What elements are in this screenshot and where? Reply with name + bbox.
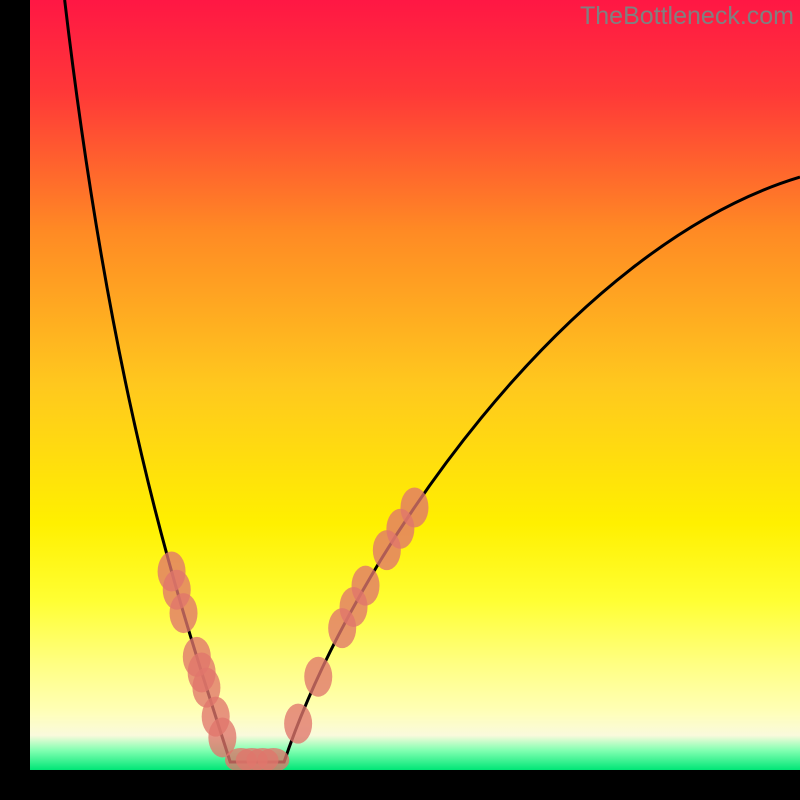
marker-right: [373, 530, 401, 570]
marker-right: [304, 657, 332, 697]
gradient-background: [30, 0, 800, 770]
chart-svg: [30, 0, 800, 770]
marker-left: [170, 593, 198, 633]
marker-left: [208, 717, 236, 757]
plot-area: [30, 0, 800, 770]
marker-right: [328, 608, 356, 648]
marker-right: [284, 704, 312, 744]
watermark-text: TheBottleneck.com: [580, 2, 794, 31]
